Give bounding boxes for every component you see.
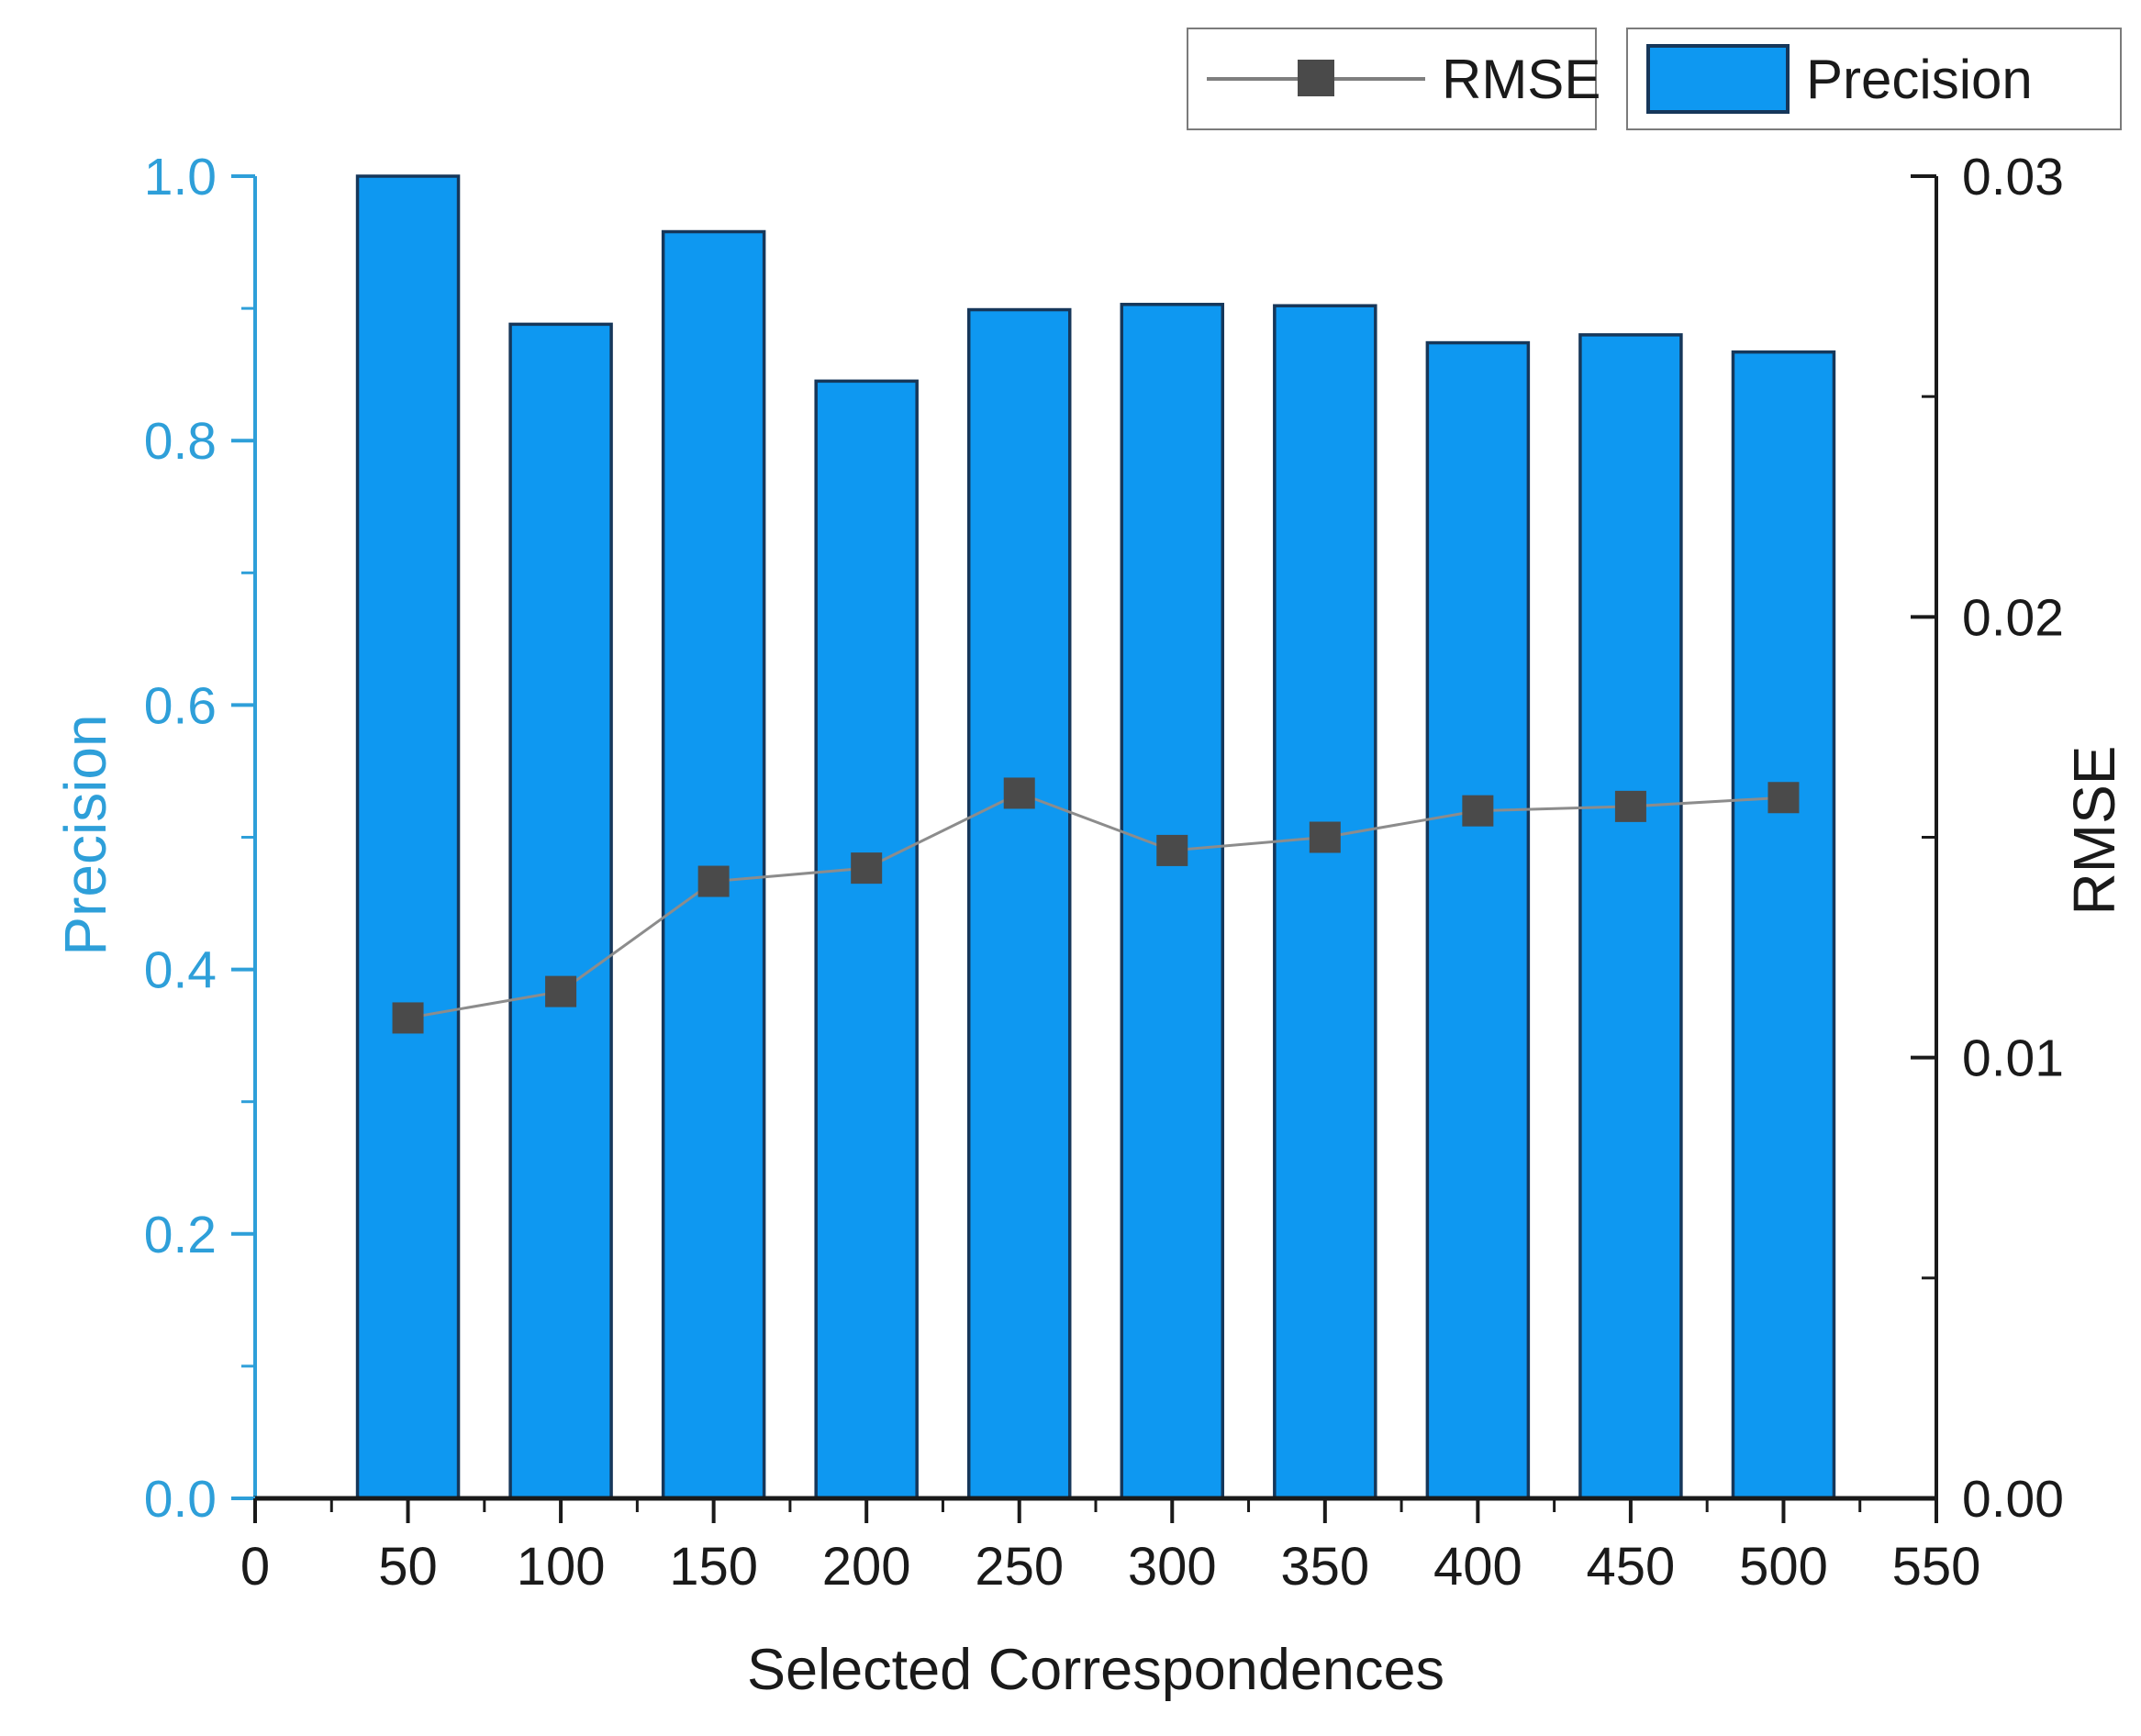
right-tick-label: 0.03 <box>1962 148 2064 206</box>
precision-bar <box>966 307 1072 1500</box>
left-tick-label: 0.8 <box>144 412 217 471</box>
precision-bar <box>1578 333 1683 1500</box>
precision-bar <box>814 379 919 1500</box>
x-tick-label: 300 <box>1128 1537 1217 1597</box>
right-axis-title: RMSE <box>2061 745 2127 916</box>
x-tick-label: 500 <box>1739 1537 1828 1597</box>
right-tick-label: 0.02 <box>1962 588 2064 647</box>
rmse-marker <box>1767 782 1800 814</box>
legend-item-rmse: RMSE <box>1187 28 1601 130</box>
legend-precision-label: Precision <box>1806 48 2033 110</box>
x-tick-label: 50 <box>378 1537 438 1597</box>
right-tick-label: 0.00 <box>1962 1470 2064 1529</box>
x-tick-label: 100 <box>517 1537 606 1597</box>
x-tick-label: 250 <box>975 1537 1064 1597</box>
right-tick-label: 0.01 <box>1962 1029 2064 1088</box>
rmse-line-marker-icon <box>1207 60 1425 96</box>
legend-item-precision: Precision <box>1626 28 2122 130</box>
left-tick-label: 0.0 <box>144 1470 217 1529</box>
x-tick-label: 450 <box>1587 1537 1676 1597</box>
x-tick-label: 550 <box>1892 1537 1981 1597</box>
legend-rmse-label: RMSE <box>1442 48 1601 110</box>
precision-swatch-icon <box>1646 44 1790 114</box>
rmse-marker <box>545 975 577 1007</box>
left-tick-label: 0.4 <box>144 941 217 1000</box>
precision-bar <box>661 229 766 1500</box>
left-axis-title: Precision <box>52 714 118 956</box>
x-tick-label: 200 <box>822 1537 911 1597</box>
precision-bar <box>1425 340 1531 1500</box>
rmse-marker <box>392 1002 424 1034</box>
x-axis-title: Selected Correspondences <box>747 1638 1444 1702</box>
x-tick-label: 350 <box>1280 1537 1369 1597</box>
rmse-marker <box>1309 821 1341 853</box>
precision-bar <box>508 322 613 1500</box>
x-tick-label: 0 <box>240 1537 270 1597</box>
rmse-marker <box>851 852 883 885</box>
rmse-marker <box>1614 790 1646 822</box>
rmse-marker <box>1003 777 1035 809</box>
precision-bar <box>1273 304 1377 1500</box>
precision-bar <box>1731 350 1836 1500</box>
rmse-marker <box>1462 795 1494 827</box>
x-tick-label: 400 <box>1433 1537 1522 1597</box>
left-tick-label: 0.6 <box>144 676 217 735</box>
precision-bar <box>355 174 461 1500</box>
precision-bar <box>1120 303 1225 1500</box>
rmse-marker <box>697 865 730 897</box>
rmse-marker <box>1156 834 1188 866</box>
left-tick-label: 1.0 <box>144 148 217 206</box>
rmse-line <box>407 791 1784 1019</box>
left-tick-label: 0.2 <box>144 1206 217 1264</box>
x-tick-label: 150 <box>669 1537 758 1597</box>
